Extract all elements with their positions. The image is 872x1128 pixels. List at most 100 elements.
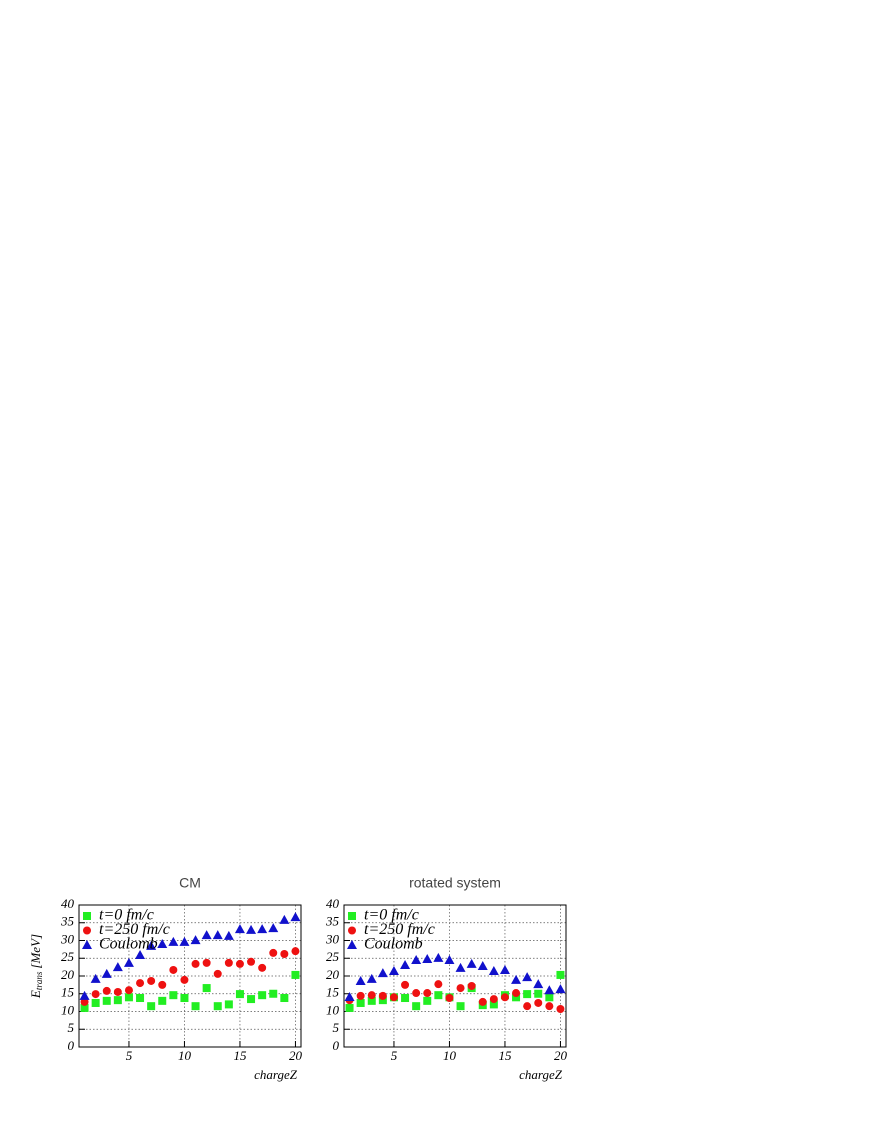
plot-frame bbox=[78, 904, 302, 1048]
marker-circle bbox=[500, 993, 509, 1002]
marker-triangle bbox=[90, 973, 101, 983]
y-axis-label: Etrans [MeV] bbox=[28, 934, 44, 999]
marker-triangle bbox=[101, 968, 112, 978]
marker-triangle bbox=[344, 991, 355, 1001]
y-label-main: E bbox=[28, 990, 43, 999]
marker-triangle bbox=[499, 964, 510, 974]
marker-triangle bbox=[279, 914, 290, 924]
marker-triangle bbox=[411, 955, 422, 965]
marker-square bbox=[258, 991, 267, 1000]
marker-triangle bbox=[123, 957, 134, 967]
marker-square bbox=[356, 998, 365, 1007]
marker-circle bbox=[269, 948, 278, 957]
marker-square bbox=[412, 1002, 421, 1011]
y-tick-label: 0 bbox=[68, 1038, 75, 1053]
legend-label: t=0 fm/c bbox=[364, 907, 419, 924]
marker-circle bbox=[367, 991, 376, 1000]
x-tick-label: 10 bbox=[178, 1048, 192, 1063]
marker-circle bbox=[489, 995, 498, 1004]
y-label-sub: trans bbox=[34, 971, 44, 990]
marker-circle bbox=[136, 979, 145, 988]
marker-square bbox=[280, 994, 289, 1003]
marker-triangle bbox=[511, 974, 522, 984]
y-tick-label: 30 bbox=[325, 931, 340, 946]
marker-circle bbox=[247, 957, 256, 966]
marker-square bbox=[523, 990, 532, 999]
marker-circle bbox=[280, 949, 289, 958]
chart-title: CM bbox=[179, 875, 201, 891]
marker-square bbox=[348, 912, 356, 920]
marker-circle bbox=[169, 965, 178, 974]
marker-triangle bbox=[555, 984, 566, 994]
marker-square bbox=[102, 996, 111, 1005]
marker-triangle bbox=[112, 962, 123, 972]
marker-square bbox=[191, 1002, 200, 1011]
marker-square bbox=[423, 996, 432, 1005]
y-tick-label: 25 bbox=[61, 949, 75, 964]
y-tick-label: 25 bbox=[326, 949, 340, 964]
marker-circle bbox=[467, 981, 476, 990]
marker-circle bbox=[456, 984, 465, 993]
marker-square bbox=[545, 993, 554, 1002]
marker-square bbox=[456, 1002, 465, 1011]
marker-circle bbox=[534, 998, 543, 1007]
marker-triangle bbox=[168, 936, 179, 946]
marker-triangle bbox=[388, 966, 399, 976]
marker-circle bbox=[348, 926, 356, 935]
marker-triangle bbox=[544, 985, 555, 995]
marker-triangle bbox=[234, 924, 245, 934]
marker-square bbox=[269, 989, 278, 998]
marker-square bbox=[434, 991, 443, 1000]
marker-square bbox=[378, 996, 387, 1005]
marker-triangle bbox=[201, 930, 212, 940]
marker-square bbox=[158, 996, 167, 1005]
marker-square bbox=[512, 993, 521, 1002]
marker-square bbox=[345, 1003, 354, 1012]
marker-square bbox=[247, 995, 256, 1004]
marker-square bbox=[202, 984, 211, 993]
marker-circle bbox=[80, 997, 89, 1006]
marker-square bbox=[180, 994, 189, 1003]
marker-circle bbox=[445, 994, 454, 1003]
x-tick-label: 15 bbox=[498, 1048, 512, 1063]
marker-triangle bbox=[212, 930, 223, 940]
marker-square bbox=[80, 1003, 89, 1012]
marker-square bbox=[556, 970, 565, 979]
y-label-unit: [MeV] bbox=[28, 934, 43, 969]
marker-triangle bbox=[422, 953, 433, 963]
y-tick-label: 40 bbox=[61, 896, 75, 911]
marker-triangle bbox=[179, 936, 190, 946]
x-tick-label: 5 bbox=[126, 1048, 133, 1063]
marker-triangle bbox=[400, 959, 411, 969]
y-tick-label: 30 bbox=[60, 931, 75, 946]
marker-circle bbox=[235, 959, 244, 968]
marker-circle bbox=[412, 989, 421, 998]
marker-triangle bbox=[290, 912, 301, 922]
marker-circle bbox=[389, 993, 398, 1002]
marker-circle bbox=[102, 986, 111, 995]
marker-circle bbox=[378, 991, 387, 1000]
marker-circle bbox=[434, 980, 443, 989]
marker-triangle bbox=[190, 935, 201, 945]
marker-circle bbox=[224, 958, 233, 967]
marker-circle bbox=[113, 987, 122, 996]
marker-square bbox=[113, 996, 122, 1005]
marker-square bbox=[147, 1002, 156, 1011]
marker-triangle bbox=[366, 973, 377, 983]
marker-circle bbox=[180, 975, 189, 984]
marker-circle bbox=[91, 990, 100, 999]
marker-triangle bbox=[82, 940, 92, 949]
x-tick-label: 20 bbox=[554, 1048, 568, 1063]
y-tick-label: 15 bbox=[326, 985, 340, 1000]
marker-triangle bbox=[157, 939, 168, 949]
marker-square bbox=[367, 996, 376, 1005]
x-tick-label: 5 bbox=[391, 1048, 398, 1063]
marker-square bbox=[124, 993, 133, 1002]
marker-circle bbox=[83, 926, 91, 935]
y-tick-label: 10 bbox=[326, 1002, 340, 1017]
legend-label: Coulomb bbox=[364, 936, 423, 953]
y-tick-label: 20 bbox=[326, 967, 340, 982]
marker-square bbox=[213, 1002, 222, 1011]
marker-square bbox=[489, 1000, 498, 1009]
y-tick-label: 5 bbox=[68, 1020, 75, 1035]
